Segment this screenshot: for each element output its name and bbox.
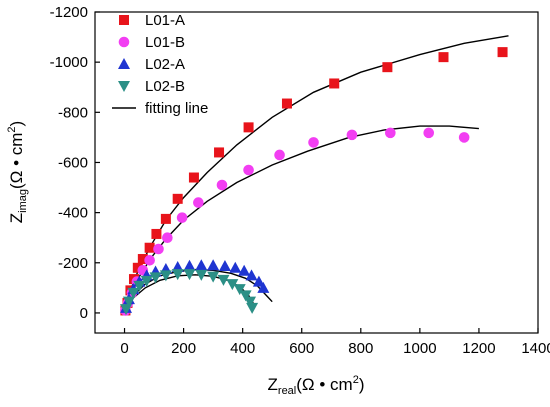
data-point: [153, 243, 164, 255]
data-point: [149, 272, 162, 284]
data-point: [243, 122, 254, 133]
data-point: [243, 164, 254, 176]
legend-marker-l02-a: [118, 58, 130, 69]
data-point: [214, 147, 225, 158]
data-point: [140, 275, 153, 287]
legend-label-fitting-line: fitting line: [145, 100, 208, 117]
data-point: [137, 254, 148, 265]
data-point: [159, 270, 172, 282]
data-point: [144, 242, 155, 253]
data-point: [144, 254, 155, 266]
data-point: [238, 264, 251, 276]
legend-label-l02-a: L02-A: [145, 56, 185, 73]
legend-label-l02-b: L02-B: [145, 78, 185, 95]
legend-marker-l02-b: [118, 81, 130, 92]
data-point: [172, 193, 183, 204]
x-tick-label: 400: [230, 340, 255, 357]
data-point: [257, 281, 270, 293]
data-point: [382, 62, 393, 73]
x-tick-label: 1200: [462, 340, 495, 357]
data-point: [438, 52, 449, 63]
axis-ticks: 0 200 400 600 800 1000 1200 1400 -1200 -1000 -800 -…: [50, 4, 550, 357]
data-point: [239, 290, 252, 302]
data-point: [229, 261, 242, 273]
data-point: [329, 78, 340, 89]
y-axis-title: Zimag(Ω • cm2): [6, 121, 29, 223]
data-point: [458, 132, 470, 143]
x-tick-label: 0: [120, 340, 128, 357]
data-point: [162, 232, 173, 244]
data-point: [183, 259, 196, 271]
x-tick-label: 1400: [521, 340, 550, 357]
data-point: [195, 259, 208, 271]
x-axis-title: Zreal(Ω • cm2): [268, 374, 365, 397]
data-point: [195, 269, 208, 281]
data-point: [133, 280, 146, 292]
y-tick-label: -200: [58, 255, 88, 272]
data-point: [497, 47, 508, 58]
data-point: [193, 197, 204, 208]
y-tick-label: -600: [58, 154, 88, 171]
legend-label-l01-a: L01-A: [145, 12, 185, 29]
data-point: [246, 302, 259, 314]
data-point: [252, 275, 265, 287]
data-point: [244, 296, 257, 308]
x-tick-label: 1000: [403, 340, 436, 357]
legend-marker-l01-b: [118, 36, 130, 48]
data-point: [217, 274, 230, 286]
data-point: [207, 271, 220, 283]
y-tick-label: -1200: [50, 4, 88, 21]
data-point: [346, 129, 358, 141]
x-tick-label: 200: [171, 340, 196, 357]
x-tick-label: 800: [348, 340, 373, 357]
data-point: [245, 269, 258, 281]
y-tick-label: -400: [58, 205, 88, 222]
data-point: [160, 213, 171, 224]
y-tick-label: -800: [58, 104, 88, 121]
data-point: [216, 179, 228, 191]
y-tick-label: -1000: [50, 54, 88, 71]
data-point: [218, 260, 231, 272]
data-point: [171, 269, 184, 281]
data-point: [385, 127, 396, 139]
series-l02-b: [120, 269, 259, 316]
data-point: [281, 98, 292, 109]
data-point: [207, 259, 220, 271]
legend-label-l01-b: L01-B: [145, 34, 185, 51]
data-point: [132, 262, 143, 273]
data-point: [122, 296, 135, 308]
data-point: [188, 172, 199, 183]
data-point: [308, 137, 319, 148]
data-point: [183, 269, 196, 281]
data-point: [226, 279, 239, 291]
data-point: [127, 287, 140, 299]
plot-frame: [94, 11, 539, 334]
data-point: [423, 127, 435, 139]
legend-marker-l01-a: [119, 15, 129, 25]
data-point: [176, 212, 188, 223]
data-point: [151, 228, 162, 239]
x-tick-label: 600: [289, 340, 314, 357]
legend: L01-A L01-B L02-A L02-B fitting line: [112, 12, 208, 117]
data-point: [274, 149, 285, 161]
data-markers: [120, 47, 508, 316]
data-point: [233, 284, 246, 296]
y-tick-label: 0: [80, 305, 88, 322]
